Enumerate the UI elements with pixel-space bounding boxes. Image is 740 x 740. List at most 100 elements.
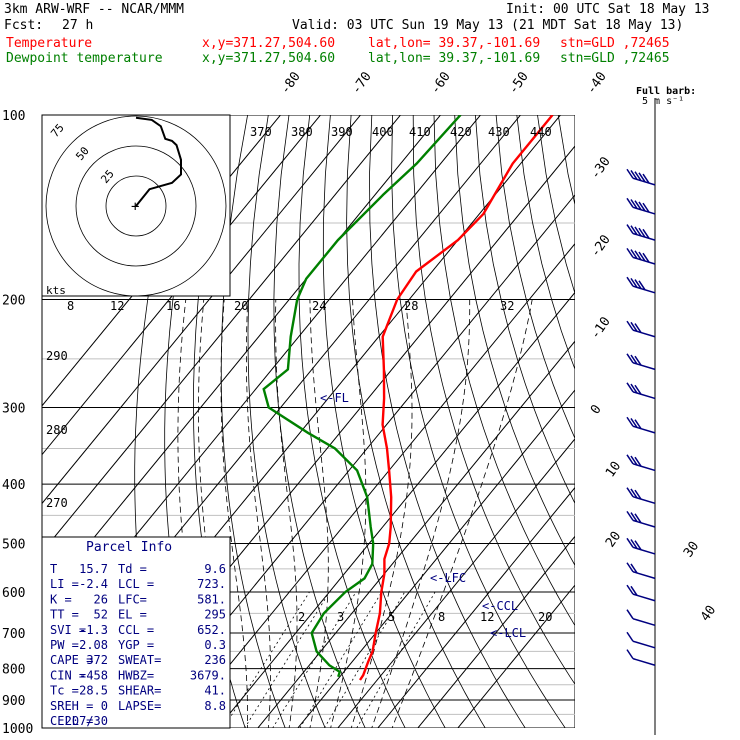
parcel-label: CIN = — [50, 668, 86, 682]
pressure-label: 500 — [2, 537, 25, 552]
mixing-ratio-label: 3 — [337, 610, 344, 624]
mixing-ratio-label: 8 — [438, 610, 445, 624]
wind-barb-flag — [626, 609, 634, 620]
isotherm-label-right: 20 — [603, 529, 624, 550]
pressure-label: 300 — [2, 401, 25, 416]
forecast-hours: 27 h — [62, 18, 94, 33]
wind-barb-flag — [630, 354, 638, 365]
mixing-ratio-line — [323, 591, 406, 728]
dry-adiabat — [495, 115, 575, 440]
isotherm-line — [177, 242, 575, 728]
wind-barb-flag — [630, 512, 638, 523]
isotherm-line — [377, 486, 575, 728]
mixing-ratio-label: 2 — [298, 610, 305, 624]
lfc-marker: <-LFC — [430, 571, 466, 585]
dewpoint-latlon: lat,lon= 39.37,-101.69 — [368, 51, 541, 66]
isotherm-label-top: -60 — [428, 69, 454, 97]
dry-adiabat — [298, 115, 406, 728]
moist-adiabat — [371, 299, 471, 728]
dry-adiabat — [391, 115, 566, 728]
sounding-profiles — [262, 115, 554, 681]
parcel-value: 3679. — [190, 668, 226, 682]
hodograph-speed-label: 28 — [404, 299, 418, 313]
parcel-value: -2.4 — [79, 577, 108, 591]
wind-barb-flag — [626, 537, 634, 548]
isotherm-label-top: -80 — [278, 69, 304, 97]
parcel-label: LFC= — [118, 592, 147, 606]
wind-barb-flag — [634, 540, 642, 551]
temperature-profile — [359, 115, 554, 681]
wind-barb-flag — [634, 226, 642, 237]
hodograph-speed-label: 32 — [500, 299, 514, 313]
dry-adiabat — [247, 115, 326, 728]
wind-barb-flag — [630, 455, 638, 466]
wind-barb-flag — [634, 200, 642, 211]
theta-label: 420 — [450, 125, 472, 139]
parcel-value: 52 — [94, 608, 108, 622]
theta-label: 440 — [530, 125, 552, 139]
moist-adiabat — [350, 299, 413, 728]
hodograph-ring-25 — [105, 175, 167, 237]
moist-adiabat — [220, 299, 248, 728]
hodograph-speed-label: 20 — [234, 299, 248, 313]
wind-barb-flag — [630, 539, 638, 549]
pressure-label: 900 — [2, 694, 25, 709]
wind-barb-flag — [630, 277, 638, 288]
hodograph-ring-75 — [45, 115, 227, 297]
parcel-value: 295 — [204, 608, 226, 622]
wind-barb-flag — [634, 250, 642, 261]
parcel-value: 372 — [86, 653, 108, 667]
isotherm-line — [257, 340, 575, 728]
wind-barb-flag — [626, 487, 634, 498]
dry-adiabat — [412, 115, 575, 685]
parcel-label: K = — [50, 592, 72, 606]
wind-barb-flag — [630, 418, 638, 428]
parcel-label: LI = — [50, 577, 79, 591]
wind-barb-shaft — [632, 640, 656, 649]
wind-barb-flag — [626, 631, 634, 642]
parcel-label: HWBZ= — [118, 668, 154, 682]
moist-adiabat — [330, 299, 367, 728]
wind-barb-flag — [626, 276, 634, 287]
wind-barbs: Full barb:5 m s⁻¹ — [626, 86, 696, 735]
parcel-value: -1.3 — [79, 623, 108, 637]
mixing-ratio-line — [223, 591, 310, 728]
wind-barb-flag — [626, 197, 634, 208]
mixing-ratio-line — [356, 591, 436, 728]
mixing-ratio-line — [272, 591, 357, 728]
mixing-ratio-label: 12 — [480, 610, 494, 624]
dewpoint-legend: Dewpoint temperature — [6, 51, 163, 66]
parcel-value: 15.7 — [79, 562, 108, 576]
parcel-label: TT = — [50, 608, 79, 622]
isotherm-line — [42, 115, 322, 456]
parcel-value: 236 — [204, 653, 226, 667]
pressure-label: 700 — [2, 627, 25, 642]
wind-key-line2: 5 m s⁻¹ — [642, 96, 684, 107]
hodograph-trace — [135, 116, 182, 207]
pressure-label: 1000 — [2, 722, 33, 737]
dry-adiabat — [346, 115, 486, 728]
wind-barb-flag — [630, 170, 638, 180]
temperature-station: stn=GLD ,72465 — [560, 36, 670, 51]
wind-barb-flag — [626, 224, 634, 234]
parcel-value: 26 — [94, 592, 108, 606]
isotherm-label-top: -50 — [506, 69, 532, 97]
parcel-label: T — [50, 562, 57, 576]
parcel-label: LAPSE= — [118, 699, 161, 713]
moist-adiabat — [391, 299, 533, 728]
wind-barb-flag — [626, 382, 634, 393]
theta-label: 410 — [409, 125, 431, 139]
wind-barb-flag — [642, 202, 650, 213]
lcl-marker: <-LCL — [490, 626, 526, 640]
moist-adiabat — [198, 299, 228, 728]
wind-barb-flag — [630, 383, 638, 394]
temperature-xy: x,y=371.27,504.60 — [202, 36, 336, 51]
hodograph-speed-label: 12 — [110, 299, 124, 313]
isotherm-label-right: -20 — [588, 232, 614, 260]
pressure-label: 600 — [2, 586, 25, 601]
wind-barb-flag — [634, 171, 642, 182]
wind-barb-flag — [634, 384, 642, 395]
isotherm-label-right: -30 — [588, 154, 614, 182]
